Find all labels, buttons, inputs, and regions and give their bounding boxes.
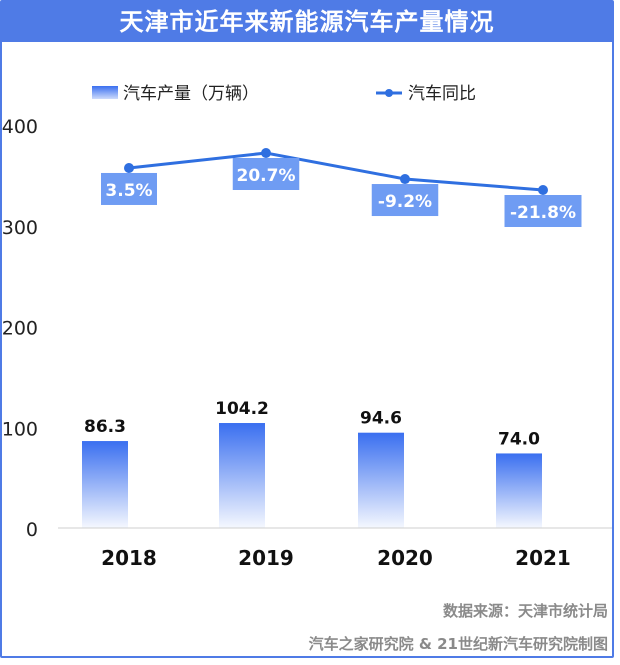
chart-legend: 汽车产量（万辆） 汽车同比 (92, 84, 476, 104)
legend-bar-label: 汽车产量（万辆） (123, 84, 259, 104)
x-tick-label: 2020 (377, 546, 433, 570)
x-tick-label: 2021 (515, 546, 571, 570)
bar-value-label: 86.3 (84, 417, 126, 437)
yoy-label: 3.5% (105, 181, 152, 201)
y-tick-label: 400 (2, 116, 38, 138)
bar-value-label: 74.0 (498, 429, 540, 449)
legend-line-marker (385, 89, 393, 97)
yoy-label: -9.2% (378, 192, 432, 212)
bar (219, 423, 265, 528)
yoy-point (400, 174, 410, 185)
y-tick-label: 0 (26, 519, 38, 541)
bar (496, 453, 542, 528)
yoy-label: -21.8% (510, 203, 576, 223)
credit-note: 汽车之家研究院 & 21世纪新汽车研究院制图 (308, 635, 608, 653)
yoy-label-box (504, 195, 582, 227)
yoy-label-box (101, 172, 157, 205)
yoy-label: 20.7% (237, 166, 296, 186)
y-axis: 0 100 200 300 400 (2, 116, 38, 541)
bar (358, 432, 404, 528)
bar (82, 441, 128, 528)
yoy-point (538, 185, 548, 195)
yoy-label-box (232, 158, 300, 190)
y-tick-label: 200 (2, 318, 38, 340)
chart-title: 天津市近年来新能源汽车产量情况 (2, 2, 612, 42)
bars-layer: 86.3 104.2 94.6 74.0 (82, 399, 542, 528)
source-note: 数据来源：天津市统计局 (442, 602, 608, 620)
y-tick-label: 300 (2, 217, 38, 239)
bar-value-label: 94.6 (360, 409, 402, 429)
x-axis: 2018 2019 2020 2021 (58, 527, 612, 570)
yoy-label-box (371, 184, 439, 217)
yoy-line (128, 151, 544, 192)
yoy-point (124, 162, 134, 173)
chart-frame (0, 0, 614, 658)
x-tick-label: 2018 (101, 546, 157, 570)
legend-bar-swatch (92, 86, 118, 99)
y-tick-label: 100 (2, 418, 38, 440)
legend-line-label: 汽车同比 (408, 84, 476, 104)
x-tick-label: 2019 (238, 546, 294, 570)
yoy-point (261, 148, 271, 158)
bar-value-label: 104.2 (215, 399, 269, 419)
line-layer: 3.5% 20.7% -9.2% -21.8% (101, 148, 582, 227)
